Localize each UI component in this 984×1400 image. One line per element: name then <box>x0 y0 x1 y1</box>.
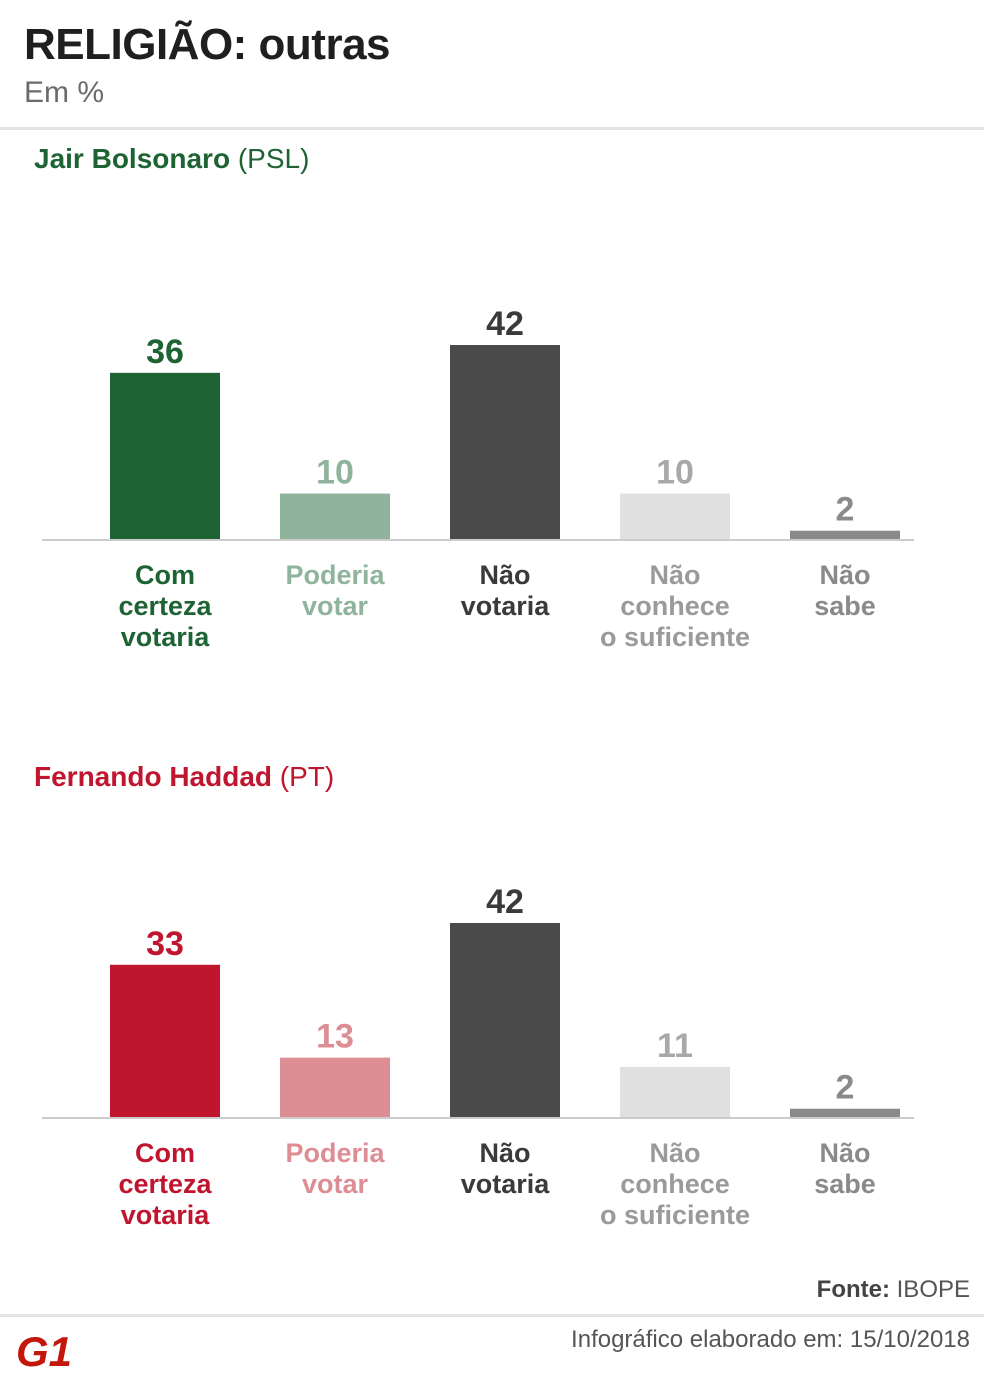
haddad-category-label-2: Poderia votar <box>285 1138 385 1199</box>
haddad-heading: Fernando Haddad (PT) <box>34 761 334 793</box>
g1-logo-text: G1 <box>16 1330 72 1370</box>
haddad-party: (PT) <box>279 761 335 792</box>
haddad-bar-4 <box>620 1066 730 1118</box>
source-value: IBOPE <box>896 1276 970 1303</box>
haddad-name: Fernando Haddad <box>34 761 273 792</box>
haddad-value-label-2: 13 <box>316 1018 354 1056</box>
bolsonaro-name: Jair Bolsonaro <box>34 143 231 174</box>
bolsonaro-value-label-4: 10 <box>656 454 694 492</box>
bolsonaro-category-label-5: Não sabe <box>814 560 876 621</box>
haddad-bar-1 <box>110 964 220 1118</box>
chart-subtitle: Em % <box>24 76 105 109</box>
bottom-divider <box>0 1314 984 1317</box>
haddad-value-label-3: 42 <box>486 883 524 921</box>
bolsonaro-bar-chart: 36 Com certeza votaria 10 Poderia votar 42 Não vo… <box>42 305 914 652</box>
haddad-value-label-5: 2 <box>836 1069 855 1107</box>
bolsonaro-value-label-1: 36 <box>146 333 184 371</box>
bolsonaro-party: (PSL) <box>237 143 310 174</box>
haddad-bar-2 <box>280 1057 390 1118</box>
haddad-bar-3 <box>450 923 560 1118</box>
date-note: Infográfico elaborado em: 15/10/2018 <box>571 1326 970 1353</box>
bolsonaro-bar-5 <box>790 530 900 540</box>
haddad-category-label-5: Não sabe <box>814 1138 876 1199</box>
bolsonaro-bar-2 <box>280 493 390 540</box>
bolsonaro-bar-3 <box>450 345 560 540</box>
bolsonaro-category-label-4: Não conhece o suficiente <box>600 560 750 652</box>
source-note: Fonte: IBOPE <box>817 1276 970 1304</box>
top-divider <box>0 127 984 130</box>
bolsonaro-value-label-5: 2 <box>836 491 855 529</box>
haddad-category-label-1: Com certeza votaria <box>118 1138 212 1230</box>
bolsonaro-value-label-3: 42 <box>486 305 524 343</box>
bolsonaro-heading: Jair Bolsonaro (PSL) <box>34 143 309 175</box>
bolsonaro-category-label-2: Poderia votar <box>285 560 385 621</box>
chart-title: RELIGIÃO: outras <box>24 20 391 69</box>
bolsonaro-category-label-1: Com certeza votaria <box>118 560 212 652</box>
haddad-category-label-4: Não conhece o suficiente <box>600 1138 750 1230</box>
bolsonaro-value-label-2: 10 <box>316 454 354 492</box>
haddad-value-label-4: 11 <box>657 1027 693 1065</box>
bolsonaro-bar-4 <box>620 493 730 540</box>
haddad-bar-5 <box>790 1108 900 1118</box>
bolsonaro-category-label-3: Não votaria <box>461 560 551 621</box>
source-label: Fonte: <box>816 1276 890 1303</box>
haddad-category-label-3: Não votaria <box>461 1138 551 1199</box>
g1-logo: G1 <box>16 1330 72 1370</box>
haddad-bar-chart: 33 Com certeza votaria 13 Poderia votar 42 Não vo… <box>42 883 914 1230</box>
haddad-value-label-1: 33 <box>146 925 184 963</box>
bolsonaro-bar-1 <box>110 372 220 540</box>
